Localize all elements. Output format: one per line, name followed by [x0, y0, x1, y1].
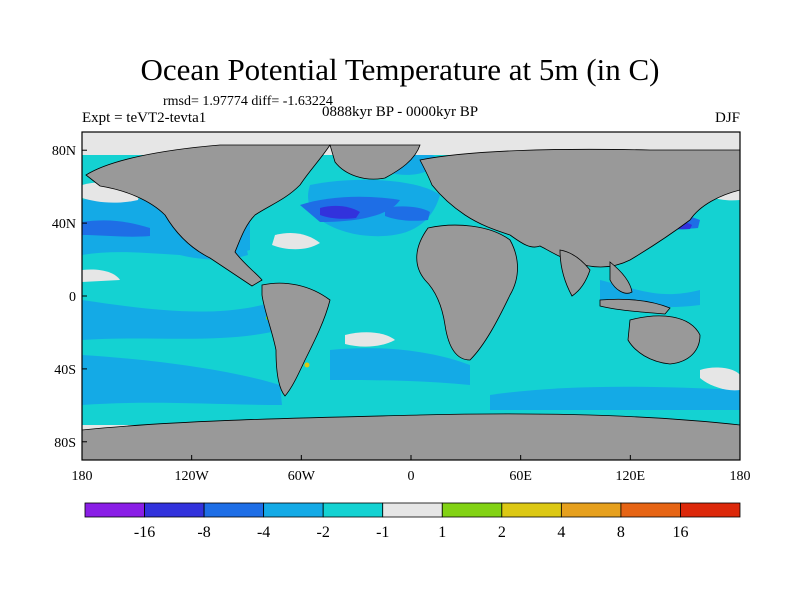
colorbar-swatch: [203, 502, 265, 518]
stats-text: rmsd= 1.97774 diff= -1.63224: [163, 94, 333, 109]
land-africa: [416, 224, 518, 361]
colorbar-label: 1: [438, 524, 446, 541]
period-label: 0888kyr BP - 0000kyr BP: [322, 104, 479, 120]
colorbar-label: 8: [617, 524, 625, 541]
colorbar: -16 -8 -4 -2 -1 1 2 4 8 16: [84, 502, 741, 541]
x-tick-label: 180: [72, 469, 93, 484]
colorbar-label: -2: [317, 524, 330, 541]
colorbar-label: -1: [376, 524, 389, 541]
colorbar-swatch: [620, 502, 681, 518]
colorbar-swatch: [441, 502, 503, 518]
colorbar-swatch: [84, 502, 145, 518]
colorbar-label: 4: [557, 524, 565, 541]
colorbar-swatch: [560, 502, 622, 518]
y-axis-ticks: 80N 40N 0 40S 80S: [52, 144, 87, 451]
y-tick-label: 40N: [52, 217, 76, 232]
colorbar-label: 16: [672, 524, 688, 541]
x-tick-label: 0: [408, 469, 415, 484]
season-label: DJF: [714, 110, 740, 126]
colorbar-swatch: [144, 502, 205, 518]
land-south-america: [261, 282, 331, 397]
colorbar-label: -16: [134, 524, 155, 541]
x-axis-ticks: 180 120W 60W 0 60E 120E 180: [72, 455, 751, 484]
land-australia: [627, 315, 701, 365]
land-southeast-asia: [609, 261, 633, 294]
y-tick-label: 80N: [52, 144, 76, 159]
x-tick-label: 180: [730, 469, 751, 484]
land-north-america: [85, 144, 331, 287]
x-tick-label: 60E: [509, 469, 532, 484]
map-plot-area: [82, 132, 740, 460]
land-indian-subcontinent: [559, 249, 591, 297]
land-antarctica: [82, 413, 740, 460]
y-tick-label: 40S: [54, 363, 76, 378]
colorbar-swatch: [501, 502, 562, 518]
experiment-label: Expt = teVT2-tevta1: [82, 110, 207, 126]
colorbar-swatch: [322, 502, 384, 518]
y-tick-label: 80S: [54, 436, 76, 451]
map-title: Ocean Potential Temperature at 5m (in C): [140, 52, 660, 87]
colorbar-swatch: [263, 502, 324, 518]
land-indonesia: [599, 298, 671, 315]
colorbar-label: 2: [498, 524, 506, 541]
x-tick-label: 120E: [616, 469, 646, 484]
x-tick-label: 120W: [175, 469, 210, 484]
land-greenland: [329, 144, 421, 180]
x-tick-label: 60W: [288, 469, 316, 484]
y-tick-label: 0: [69, 290, 76, 305]
colorbar-swatch: [680, 502, 741, 518]
colorbar-label: -4: [257, 524, 270, 541]
colorbar-label: -8: [197, 524, 210, 541]
colorbar-swatch: [382, 502, 443, 518]
land-masses: [82, 144, 740, 460]
